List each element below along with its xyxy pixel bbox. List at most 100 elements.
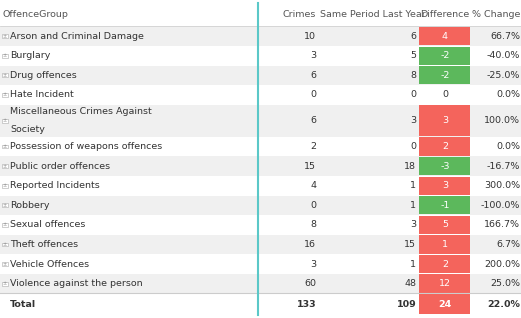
Bar bbox=[2, 164, 8, 168]
Text: Hate Incident: Hate Incident bbox=[10, 90, 74, 100]
Bar bbox=[2, 282, 8, 286]
Text: Crimes: Crimes bbox=[283, 10, 316, 19]
Text: Sexual offences: Sexual offences bbox=[10, 220, 86, 229]
Bar bbox=[419, 157, 470, 175]
Text: ±: ± bbox=[3, 203, 7, 208]
Text: Robbery: Robbery bbox=[10, 201, 50, 210]
Text: 300.0%: 300.0% bbox=[484, 181, 520, 190]
Text: ±: ± bbox=[3, 53, 7, 58]
Text: % Change: % Change bbox=[472, 10, 520, 19]
Text: 6.7%: 6.7% bbox=[496, 240, 520, 249]
Text: Drug offences: Drug offences bbox=[10, 71, 77, 80]
Text: ±: ± bbox=[3, 262, 7, 266]
Bar bbox=[0, 176, 521, 196]
Bar bbox=[0, 156, 521, 176]
Text: 12: 12 bbox=[439, 279, 451, 288]
Text: 0.0%: 0.0% bbox=[496, 90, 520, 100]
Text: 5: 5 bbox=[442, 220, 448, 229]
Bar bbox=[0, 3, 521, 26]
Text: OffenceGroup: OffenceGroup bbox=[3, 10, 68, 19]
Text: 1: 1 bbox=[410, 201, 416, 210]
Bar bbox=[419, 274, 470, 293]
Bar bbox=[2, 73, 8, 77]
Text: ±: ± bbox=[3, 183, 7, 188]
Bar bbox=[419, 235, 470, 254]
Text: ±: ± bbox=[3, 73, 7, 78]
Bar bbox=[2, 145, 8, 149]
Text: 4: 4 bbox=[310, 181, 316, 190]
Text: ±: ± bbox=[3, 118, 7, 123]
Bar bbox=[419, 216, 470, 234]
Text: 1: 1 bbox=[410, 181, 416, 190]
Text: 3: 3 bbox=[410, 220, 416, 229]
Text: 100.0%: 100.0% bbox=[484, 116, 520, 125]
Text: -16.7%: -16.7% bbox=[487, 162, 520, 171]
Text: 3: 3 bbox=[442, 181, 448, 190]
Text: -1: -1 bbox=[440, 201, 450, 210]
Bar bbox=[0, 66, 521, 85]
Text: 18: 18 bbox=[404, 162, 416, 171]
Bar bbox=[2, 119, 8, 123]
Bar bbox=[2, 204, 8, 207]
Bar bbox=[0, 105, 521, 137]
Bar bbox=[0, 235, 521, 254]
Bar bbox=[419, 105, 470, 136]
Text: 1: 1 bbox=[410, 259, 416, 269]
Text: 15: 15 bbox=[404, 240, 416, 249]
Text: 6: 6 bbox=[310, 71, 316, 80]
Text: Possession of weapons offences: Possession of weapons offences bbox=[10, 142, 163, 151]
Bar bbox=[2, 262, 8, 266]
Bar bbox=[0, 274, 521, 294]
Text: 0: 0 bbox=[310, 201, 316, 210]
Bar bbox=[419, 27, 470, 45]
Text: 200.0%: 200.0% bbox=[484, 259, 520, 269]
Bar bbox=[419, 294, 470, 314]
Text: 60: 60 bbox=[304, 279, 316, 288]
Bar bbox=[0, 294, 521, 315]
Bar bbox=[419, 176, 470, 195]
Text: 25.0%: 25.0% bbox=[490, 279, 520, 288]
Bar bbox=[419, 137, 470, 156]
Bar bbox=[419, 46, 470, 65]
Text: Reported Incidents: Reported Incidents bbox=[10, 181, 100, 190]
Text: 2: 2 bbox=[442, 142, 448, 151]
Text: 3: 3 bbox=[310, 51, 316, 60]
Text: ±: ± bbox=[3, 242, 7, 247]
Text: Society: Society bbox=[10, 125, 45, 134]
Text: Arson and Criminal Damage: Arson and Criminal Damage bbox=[10, 31, 144, 41]
Text: 3: 3 bbox=[410, 116, 416, 125]
Bar bbox=[419, 196, 470, 214]
Text: ±: ± bbox=[3, 144, 7, 149]
Text: Public order offences: Public order offences bbox=[10, 162, 110, 171]
Text: 6: 6 bbox=[410, 31, 416, 41]
Bar bbox=[0, 85, 521, 105]
Text: 24: 24 bbox=[438, 300, 452, 309]
Text: 2: 2 bbox=[310, 142, 316, 151]
Text: Miscellaneous Crimes Against: Miscellaneous Crimes Against bbox=[10, 107, 152, 116]
Text: 109: 109 bbox=[396, 300, 416, 309]
Bar bbox=[2, 54, 8, 58]
Bar bbox=[2, 223, 8, 227]
Text: 8: 8 bbox=[310, 220, 316, 229]
Bar bbox=[2, 34, 8, 38]
Bar bbox=[2, 243, 8, 246]
Text: Difference: Difference bbox=[420, 10, 469, 19]
Text: 166.7%: 166.7% bbox=[484, 220, 520, 229]
Text: 0: 0 bbox=[442, 90, 448, 100]
Text: -40.0%: -40.0% bbox=[487, 51, 520, 60]
Text: -25.0%: -25.0% bbox=[487, 71, 520, 80]
Text: -3: -3 bbox=[440, 162, 450, 171]
Text: 3: 3 bbox=[442, 116, 448, 125]
Text: Vehicle Offences: Vehicle Offences bbox=[10, 259, 90, 269]
Text: Total: Total bbox=[9, 300, 35, 309]
Text: 48: 48 bbox=[404, 279, 416, 288]
Bar bbox=[2, 93, 8, 97]
Text: 4: 4 bbox=[442, 31, 448, 41]
Text: 16: 16 bbox=[304, 240, 316, 249]
Text: 5: 5 bbox=[410, 51, 416, 60]
Text: 66.7%: 66.7% bbox=[490, 31, 520, 41]
Bar bbox=[2, 184, 8, 188]
Bar bbox=[0, 254, 521, 274]
Text: 0.0%: 0.0% bbox=[496, 142, 520, 151]
Text: ±: ± bbox=[3, 281, 7, 286]
